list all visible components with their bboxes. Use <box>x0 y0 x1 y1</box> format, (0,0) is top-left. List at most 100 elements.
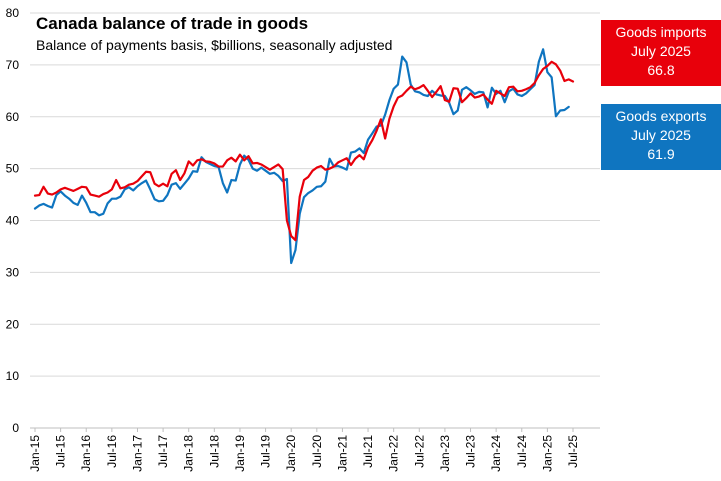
data-point <box>200 158 203 160</box>
data-point <box>337 165 339 167</box>
data-point <box>358 154 361 156</box>
data-point <box>85 186 87 188</box>
data-point <box>457 88 459 90</box>
data-point <box>145 179 147 182</box>
data-point <box>427 95 429 97</box>
data-point <box>452 113 455 115</box>
y-tick-label: 60 <box>6 110 20 124</box>
data-point <box>405 61 408 63</box>
data-point <box>422 94 425 96</box>
data-point <box>192 170 194 172</box>
data-point <box>179 179 181 181</box>
data-point <box>367 138 369 141</box>
data-point <box>153 183 156 185</box>
data-point <box>346 157 348 159</box>
x-tick-label: Jan-25 <box>540 435 554 472</box>
data-point <box>499 90 502 92</box>
data-point <box>551 76 553 78</box>
data-point <box>235 179 237 182</box>
data-point <box>516 93 519 96</box>
data-point <box>166 194 168 196</box>
data-point <box>72 190 75 192</box>
data-point <box>478 95 480 98</box>
data-point <box>226 191 228 194</box>
data-point <box>410 83 412 86</box>
x-axis-tick-labels: Jan-15 Jul-15 Jan-16 Jul-16 Jan-17 Jul-17 Jan-… <box>28 428 580 472</box>
data-point <box>568 106 570 108</box>
data-point <box>42 186 45 188</box>
data-point <box>487 106 489 109</box>
data-point <box>68 198 70 200</box>
data-point <box>487 99 489 101</box>
data-point <box>303 196 305 198</box>
data-point <box>452 87 455 89</box>
data-point <box>568 78 570 80</box>
data-point <box>158 185 160 187</box>
data-point <box>264 170 267 172</box>
data-point <box>277 175 279 177</box>
callout-text: 61.9 <box>647 146 674 162</box>
x-tick-label: Jan-21 <box>335 435 349 472</box>
data-point <box>42 203 45 205</box>
data-point <box>115 179 117 181</box>
data-point <box>461 89 463 91</box>
data-point <box>504 95 506 97</box>
data-point <box>393 88 395 90</box>
data-point <box>132 189 134 192</box>
data-point <box>435 93 437 96</box>
y-tick-label: 10 <box>6 369 20 383</box>
callout-box <box>601 20 721 86</box>
data-point <box>149 188 151 190</box>
callout-text: 66.8 <box>647 62 674 78</box>
data-point <box>508 86 510 88</box>
data-point <box>435 91 437 93</box>
data-point <box>482 93 484 96</box>
callout-text: July 2025 <box>631 43 691 59</box>
x-tick-label: Jan-23 <box>438 435 452 472</box>
data-point <box>380 118 382 120</box>
x-tick-label: Jan-17 <box>130 435 144 472</box>
data-point <box>226 159 228 161</box>
data-point <box>465 97 467 99</box>
x-tick-label: Jul-16 <box>105 435 119 468</box>
callouts: Goods imports July 2025 66.8 Goods exports J… <box>601 20 721 170</box>
data-point <box>542 48 544 50</box>
data-point <box>341 166 344 169</box>
data-point <box>422 84 425 86</box>
data-point <box>47 205 49 207</box>
y-tick-label: 80 <box>6 6 20 20</box>
x-tick-label: Jul-20 <box>310 435 324 468</box>
data-point <box>277 163 279 166</box>
data-point <box>115 198 117 200</box>
data-point <box>307 176 309 178</box>
data-point <box>98 214 100 216</box>
data-point <box>440 85 442 87</box>
data-point <box>384 137 386 140</box>
data-point <box>388 118 390 120</box>
data-point <box>171 173 173 175</box>
data-point <box>324 180 326 183</box>
data-point <box>320 185 322 187</box>
data-point <box>358 147 361 149</box>
data-point <box>183 183 186 185</box>
callout-goods-exports: Goods exports July 2025 61.9 <box>601 104 721 170</box>
x-tick-label: Jul-18 <box>207 435 221 468</box>
data-point <box>346 169 348 171</box>
x-tick-label: Jan-15 <box>28 435 42 472</box>
data-point <box>303 179 305 181</box>
data-point <box>461 101 463 103</box>
data-point <box>410 86 412 88</box>
data-point <box>401 55 403 58</box>
data-point <box>192 164 194 167</box>
data-point <box>431 90 433 92</box>
data-point <box>482 91 484 93</box>
data-point <box>546 71 548 73</box>
data-point <box>141 175 143 178</box>
data-point <box>64 195 66 197</box>
data-point <box>34 195 36 197</box>
data-point <box>286 178 288 180</box>
x-tick-label: Jul-23 <box>464 435 478 468</box>
chart-subtitle: Balance of payments basis, $billions, se… <box>36 37 392 53</box>
